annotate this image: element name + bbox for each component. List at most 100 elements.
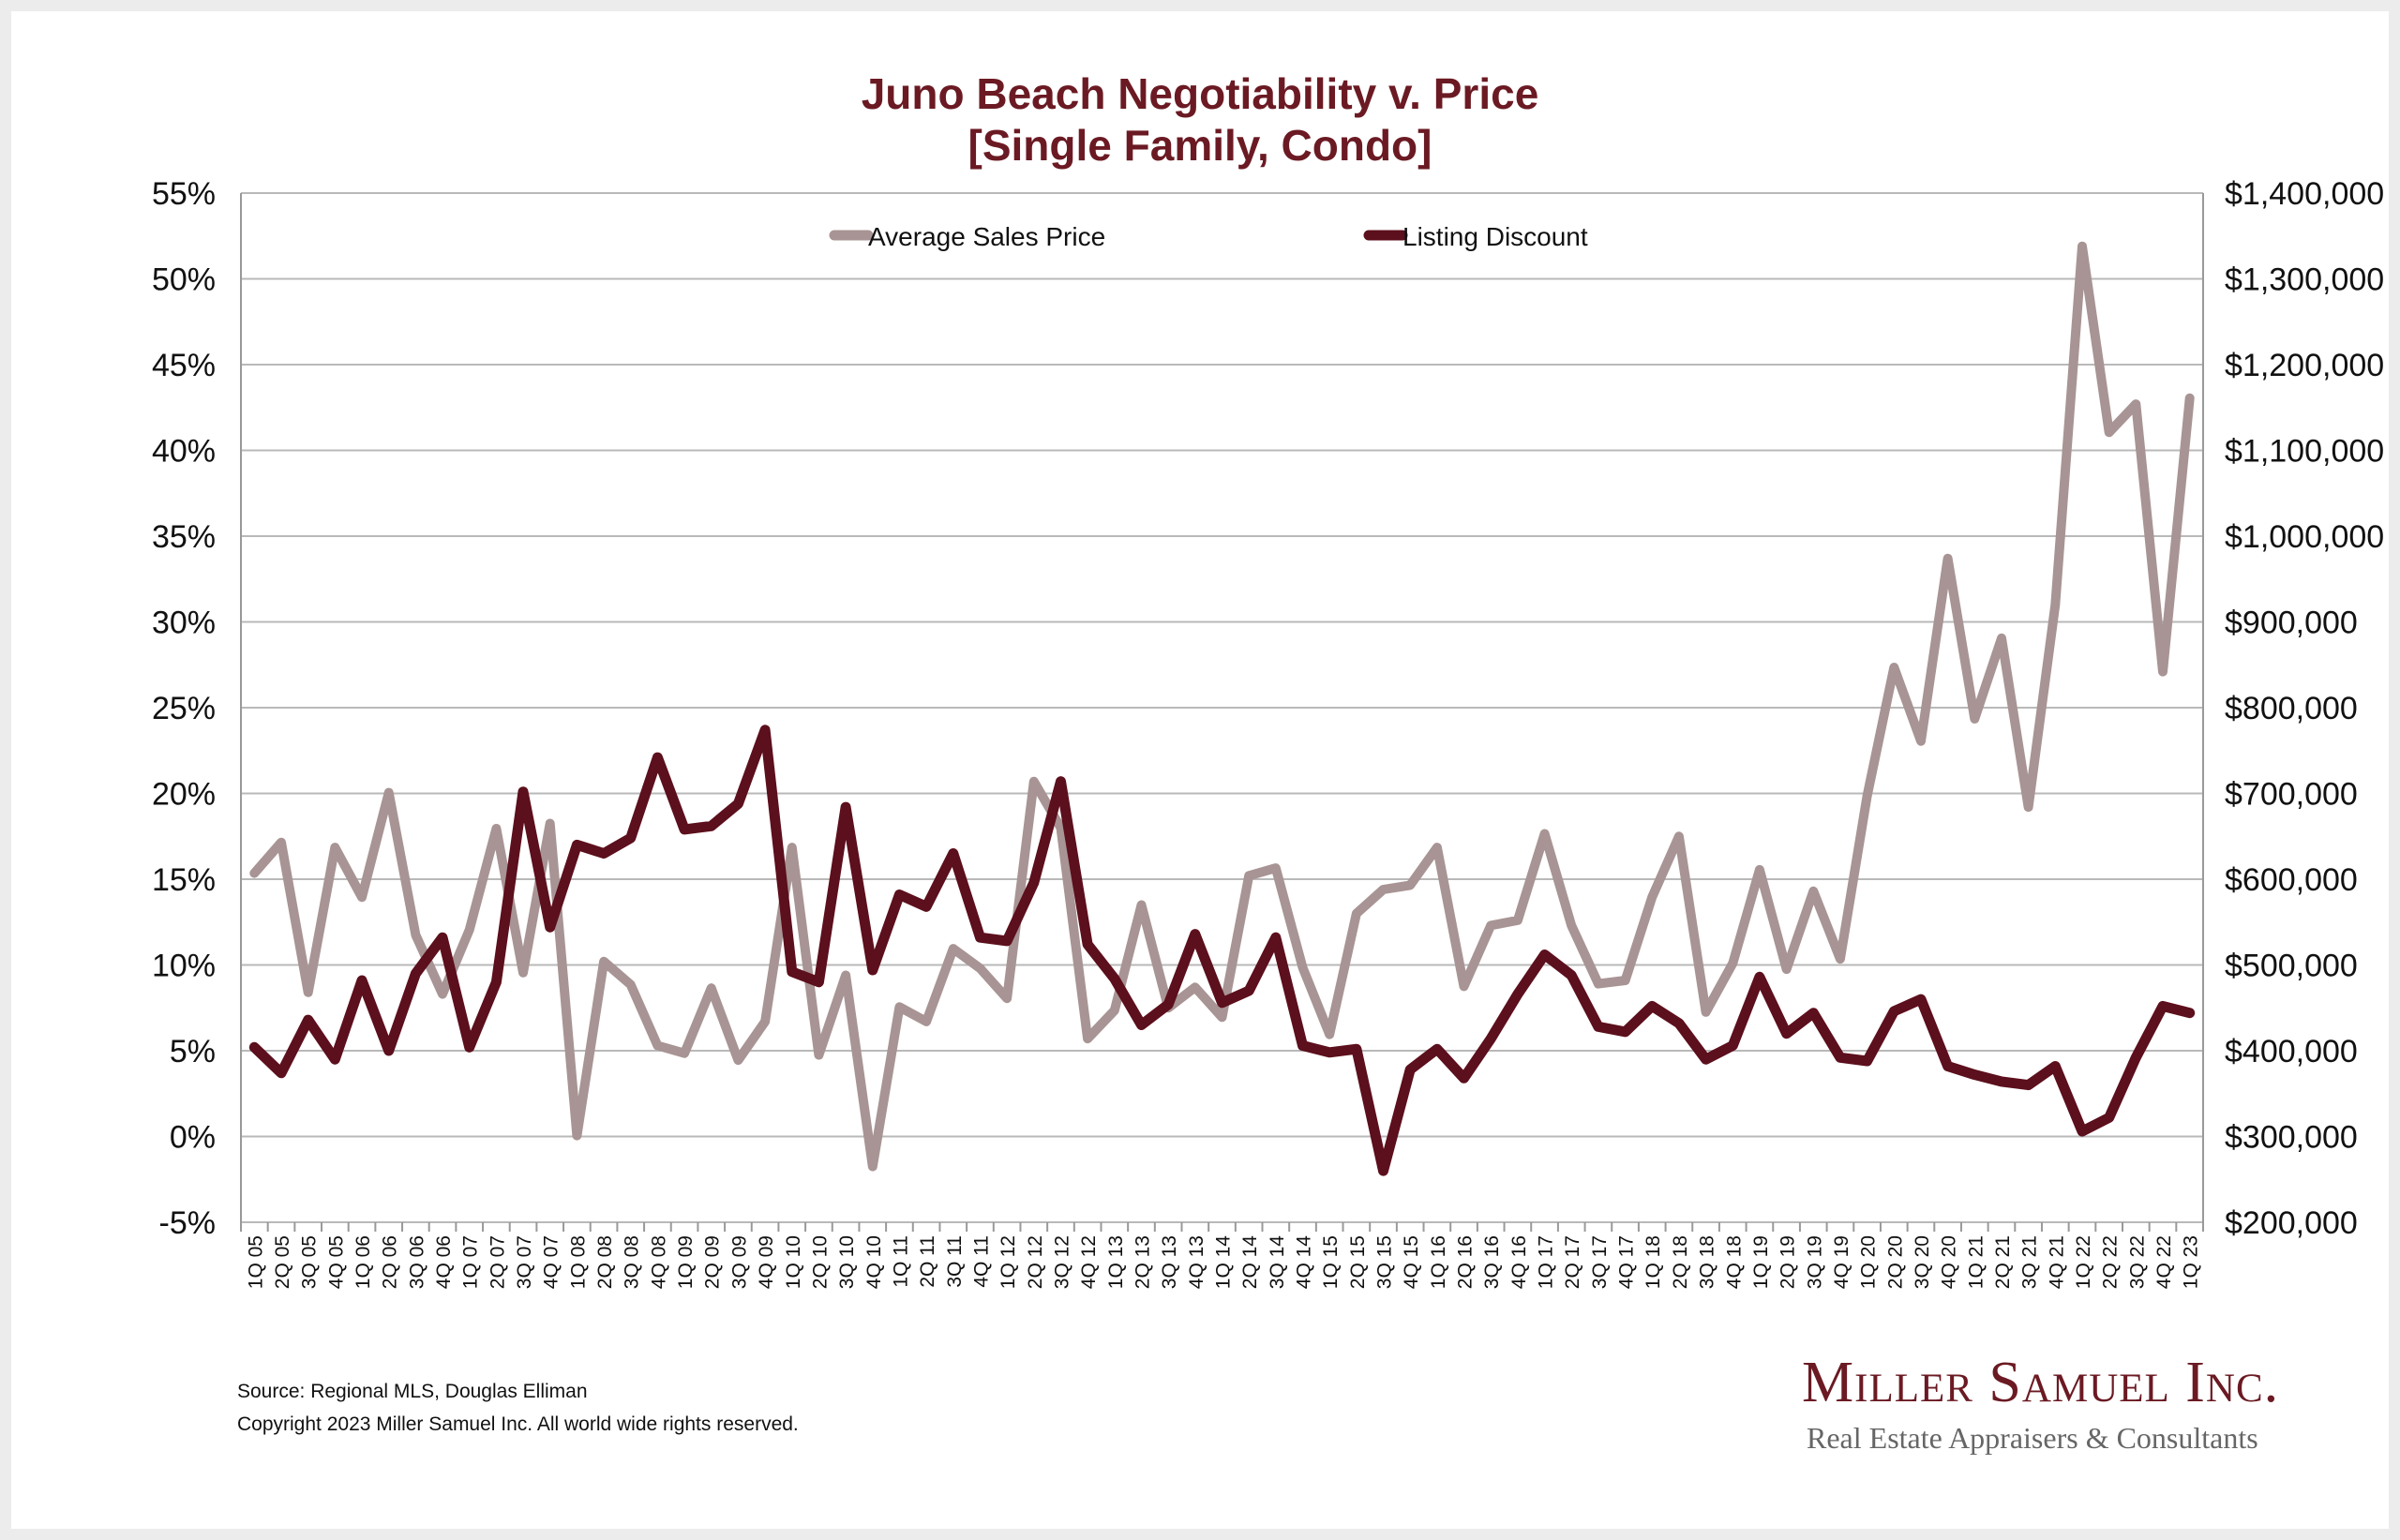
- x-axis-category-label: 1Q 23: [2181, 1235, 2202, 1289]
- left-axis-tick-label: 50%: [152, 262, 216, 298]
- x-axis-category-label: 2Q 17: [1562, 1235, 1583, 1289]
- x-axis-category-label: 4Q 14: [1294, 1235, 1315, 1290]
- right-axis-tick-label: $500,000: [2225, 949, 2358, 984]
- x-axis-category-label: 3Q 06: [406, 1235, 428, 1289]
- right-axis-tick-label: $300,000: [2225, 1120, 2358, 1156]
- x-axis-category-label: 3Q 22: [2126, 1235, 2148, 1289]
- x-axis-category-label: 1Q 09: [675, 1235, 697, 1289]
- x-axis-category-label: 1Q 15: [1320, 1235, 1342, 1289]
- x-axis-category-label: 2Q 08: [594, 1235, 616, 1289]
- left-axis-tick-label: 5%: [170, 1034, 216, 1069]
- left-axis-tick-label: 20%: [152, 777, 216, 813]
- left-axis-tick-label: 25%: [152, 691, 216, 726]
- right-axis-tick-label: $1,100,000: [2225, 434, 2384, 470]
- x-axis-category-label: 3Q 07: [514, 1235, 535, 1289]
- x-axis-category-label: 1Q 14: [1213, 1235, 1235, 1290]
- left-axis-tick-label: 15%: [152, 862, 216, 898]
- x-axis-category-label: 4Q 11: [970, 1235, 992, 1288]
- x-axis-category-label: 2Q 19: [1778, 1235, 1799, 1289]
- series-line-average-sales-price: [249, 241, 2195, 1172]
- x-axis-category-label: 4Q 15: [1401, 1235, 1422, 1289]
- x-axis-category-label: 1Q 12: [998, 1235, 1019, 1289]
- chart-title: Juno Beach Negotiability v. Price: [861, 69, 1539, 118]
- x-axis-category-label: 2Q 18: [1670, 1235, 1691, 1289]
- x-axis-category-label: 2Q 06: [380, 1235, 401, 1289]
- x-axis-category-label: 3Q 14: [1267, 1235, 1288, 1290]
- x-axis-category-label: 3Q 10: [836, 1235, 858, 1289]
- x-axis-category-label: 1Q 20: [1858, 1235, 1880, 1289]
- x-axis-category-label: 2Q 21: [1992, 1235, 2014, 1289]
- x-axis-category-label: 3Q 11: [944, 1235, 966, 1288]
- x-axis-category-label: 3Q 09: [728, 1235, 750, 1289]
- right-axis-tick-label: $800,000: [2225, 691, 2358, 726]
- x-axis-category-label: 2Q 20: [1884, 1235, 1906, 1289]
- x-axis-category-label: 1Q 05: [245, 1235, 266, 1289]
- x-axis-category-label: 1Q 21: [1965, 1235, 1987, 1289]
- series-line-listing-discount: [248, 725, 2196, 1176]
- copyright-note: Copyright 2023 Miller Samuel Inc. All wo…: [237, 1413, 799, 1435]
- x-axis-category-label: 1Q 11: [890, 1235, 911, 1288]
- x-axis-category-label: 2Q 22: [2100, 1235, 2122, 1289]
- left-axis-tick-label: 55%: [152, 176, 216, 212]
- x-axis-category-label: 4Q 19: [1831, 1235, 1852, 1289]
- left-axis-tick-label: 35%: [152, 519, 216, 555]
- right-axis-tick-label: $1,400,000: [2225, 176, 2384, 212]
- x-axis-category-label: 1Q 07: [460, 1235, 482, 1289]
- right-axis-tick-label: $200,000: [2225, 1205, 2358, 1241]
- x-axis-category-label: 3Q 15: [1374, 1235, 1396, 1289]
- right-axis-tick-label: $700,000: [2225, 777, 2358, 813]
- legend-label: Average Sales Price: [868, 222, 1105, 251]
- x-axis-category-label: 2Q 07: [487, 1235, 508, 1289]
- left-axis-tick-label: -5%: [159, 1205, 216, 1241]
- chart-frame: [11, 11, 2389, 1529]
- x-axis-category-label: 2Q 13: [1132, 1235, 1153, 1289]
- x-axis-category-label: 4Q 13: [1186, 1235, 1208, 1289]
- x-axis-category-label: 3Q 16: [1481, 1235, 1503, 1289]
- chart-subtitle: [Single Family, Condo]: [968, 121, 1432, 170]
- x-axis-category-label: 2Q 14: [1239, 1235, 1261, 1290]
- x-axis-category-label: 1Q 17: [1536, 1235, 1557, 1289]
- x-axis-category-label: 4Q 18: [1723, 1235, 1745, 1289]
- x-axis-category-label: 2Q 05: [272, 1235, 293, 1289]
- right-axis-tick-label: $1,200,000: [2225, 348, 2384, 383]
- x-axis-category-label: 4Q 08: [648, 1235, 669, 1289]
- left-axis-tick-label: 40%: [152, 434, 216, 470]
- x-axis-category-label: 3Q 13: [1159, 1235, 1180, 1289]
- x-axis-category-label: 3Q 05: [299, 1235, 321, 1289]
- x-axis-category-label: 4Q 16: [1508, 1235, 1530, 1289]
- x-axis-category-label: 3Q 20: [1912, 1235, 1933, 1289]
- x-axis-category-label: 1Q 16: [1428, 1235, 1449, 1289]
- left-axis-tick-label: 10%: [152, 949, 216, 984]
- x-axis-category-label: 4Q 17: [1616, 1235, 1638, 1289]
- right-axis-tick-label: $400,000: [2225, 1034, 2358, 1069]
- legend-label: Listing Discount: [1402, 222, 1588, 251]
- right-axis-tick-label: $900,000: [2225, 606, 2358, 641]
- x-axis-category-label: 2Q 12: [1025, 1235, 1046, 1289]
- x-axis-category-label: 4Q 10: [863, 1235, 885, 1289]
- x-axis-category-label: 4Q 06: [433, 1235, 455, 1289]
- x-axis-category-label: 1Q 08: [567, 1235, 589, 1289]
- x-axis-category-label: 2Q 09: [702, 1235, 724, 1289]
- right-axis-tick-label: $600,000: [2225, 862, 2358, 898]
- x-axis-category-label: 2Q 10: [809, 1235, 831, 1289]
- left-axis-tick-label: 45%: [152, 348, 216, 383]
- x-axis-category-label: 1Q 18: [1642, 1235, 1664, 1289]
- x-axis-category-label: 3Q 19: [1804, 1235, 1825, 1289]
- x-axis-category-label: 3Q 18: [1697, 1235, 1718, 1289]
- x-axis-category-label: 3Q 12: [1051, 1235, 1072, 1289]
- x-axis-category-label: 4Q 09: [756, 1235, 777, 1289]
- x-axis-category-label: 1Q 19: [1750, 1235, 1772, 1289]
- left-axis-tick-label: 0%: [170, 1120, 216, 1156]
- x-axis-category-label: 4Q 20: [1939, 1235, 1960, 1289]
- left-axis-tick-label: 30%: [152, 606, 216, 641]
- x-axis-category-label: 4Q 05: [325, 1235, 347, 1289]
- x-axis-category-label: 4Q 12: [1078, 1235, 1100, 1289]
- x-axis-category-label: 3Q 08: [622, 1235, 643, 1289]
- right-axis-tick-label: $1,000,000: [2225, 519, 2384, 555]
- right-axis-tick-label: $1,300,000: [2225, 262, 2384, 298]
- x-axis-category-label: 1Q 10: [783, 1235, 804, 1289]
- brand-logo-name: Miller Samuel Inc.: [1802, 1351, 2280, 1414]
- x-axis-category-label: 1Q 13: [1105, 1235, 1127, 1289]
- x-axis-category-label: 4Q 22: [2153, 1235, 2175, 1289]
